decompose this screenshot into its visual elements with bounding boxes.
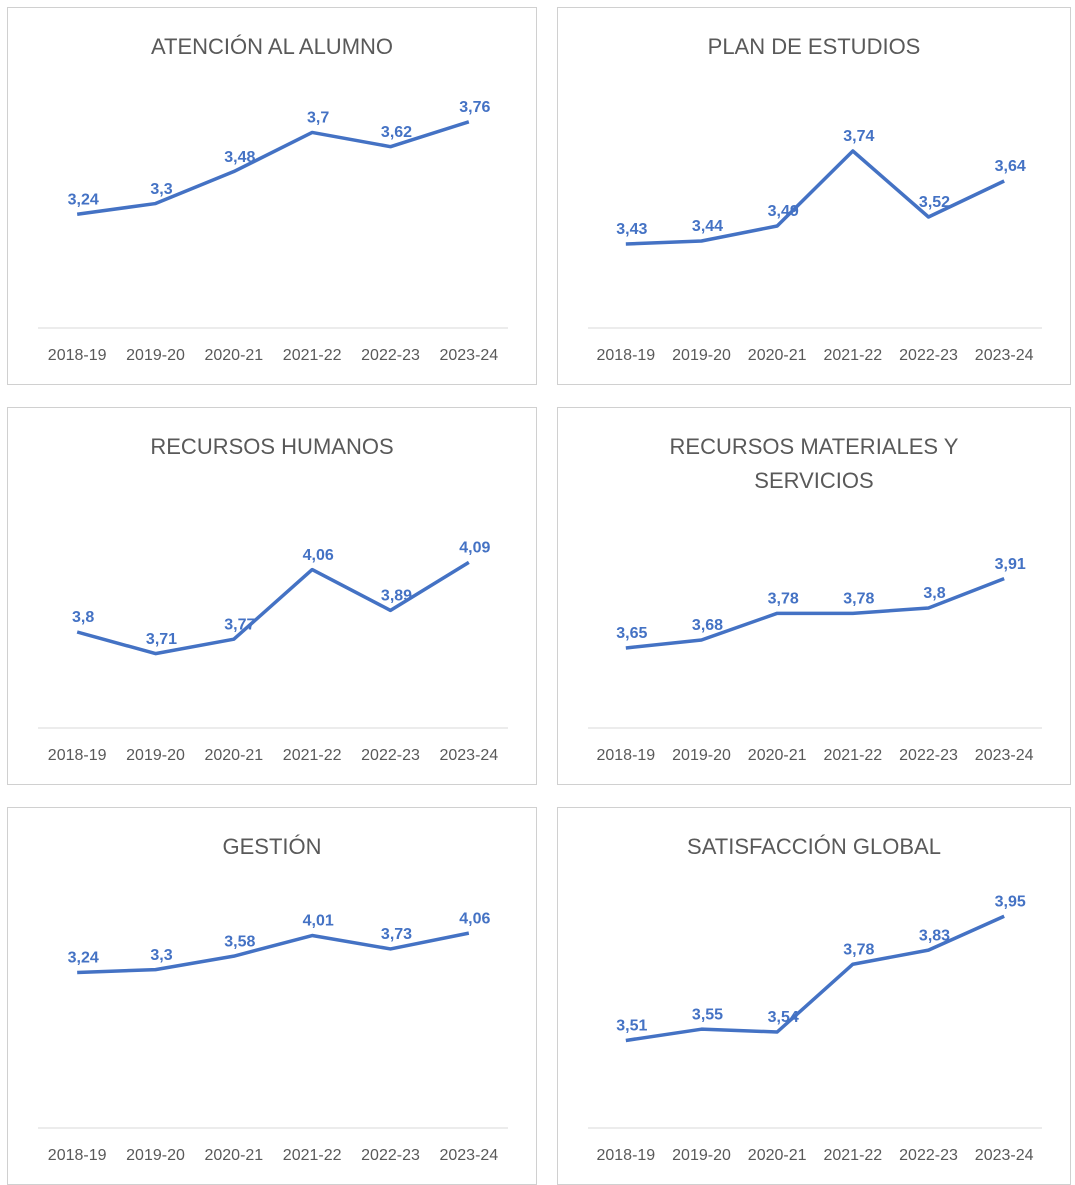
data-label: 3,8	[72, 609, 94, 626]
x-tick-label: 2018-19	[596, 347, 655, 364]
data-label: 3,68	[692, 617, 723, 634]
x-tick-label: 2018-19	[48, 1147, 107, 1164]
data-label: 3,76	[459, 99, 490, 116]
x-tick-label: 2022-23	[361, 347, 420, 364]
data-label: 4,01	[303, 913, 334, 930]
line	[76, 560, 470, 656]
data-label: 3,78	[843, 941, 874, 958]
x-tick-label: 2018-19	[596, 1147, 655, 1164]
data-label: 3,51	[616, 1018, 647, 1035]
x-tick-label: 2021-22	[283, 747, 342, 764]
x-tick-label: 2020-21	[748, 747, 807, 764]
data-label: 3,73	[381, 926, 412, 943]
data-label: 3,55	[692, 1006, 723, 1023]
data-label: 3,95	[995, 893, 1026, 910]
x-tick-label: 2020-21	[204, 347, 263, 364]
data-label: 3,8	[923, 585, 945, 602]
data-label: 3,24	[68, 191, 99, 208]
data-label: 3,49	[768, 203, 799, 220]
x-tick-label: 2021-22	[283, 347, 342, 364]
line	[625, 914, 1005, 1043]
x-tick-label: 2019-20	[672, 1147, 731, 1164]
x-tick-label: 2023-24	[439, 747, 498, 764]
data-label: 3,77	[224, 616, 255, 633]
x-tick-label: 2019-20	[126, 747, 185, 764]
x-tick-label: 2020-21	[204, 747, 263, 764]
x-tick-label: 2020-21	[204, 1147, 263, 1164]
chart: 2018-19 3,65 2019-20 3,68 2020-21 3,78 2021-22…	[588, 556, 1042, 764]
x-tick-label: 2019-20	[126, 1147, 185, 1164]
chart: 2018-19 3,24 2019-20 3,3 2020-21 3,58 2021-22 4…	[38, 910, 508, 1164]
x-tick-label: 2019-20	[126, 347, 185, 364]
x-tick-label: 2023-24	[975, 347, 1034, 364]
chart-title: RECURSOS HUMANOS	[150, 434, 394, 459]
x-tick-label: 2023-24	[439, 1147, 498, 1164]
data-label: 4,09	[459, 540, 490, 557]
chart-title: PLAN DE ESTUDIOS	[707, 34, 921, 59]
data-label: 3,43	[616, 221, 647, 238]
x-tick-label: 2023-24	[975, 1147, 1034, 1164]
chart-panel: 2018-19 3,24 2019-20 3,3 2020-21 3,48 2021-22 3…	[7, 7, 537, 385]
line	[625, 577, 1005, 650]
chart: 2018-19 3,51 2019-20 3,55 2020-21 3,54 2021-22…	[588, 893, 1042, 1164]
chart: 2018-19 3,43 2019-20 3,44 2020-21 3,49 2021-22…	[588, 128, 1042, 364]
chart-title: GESTIÓN	[222, 834, 322, 859]
data-label: 3,3	[150, 181, 172, 198]
data-label: 3,71	[146, 631, 177, 648]
data-label: 3,44	[692, 218, 723, 235]
chart-panel: 2018-19 3,65 2019-20 3,68 2020-21 3,78 2021-22…	[557, 407, 1071, 785]
data-label: 3,48	[224, 149, 255, 166]
data-label: 3,64	[995, 158, 1026, 175]
x-tick-label: 2018-19	[48, 747, 107, 764]
x-tick-label: 2020-21	[748, 1147, 807, 1164]
data-label: 3,78	[768, 591, 799, 608]
data-label: 3,78	[843, 591, 874, 608]
x-tick-label: 2019-20	[672, 347, 731, 364]
x-tick-label: 2018-19	[48, 347, 107, 364]
x-tick-label: 2019-20	[672, 747, 731, 764]
data-label: 3,91	[995, 556, 1026, 573]
x-tick-label: 2021-22	[823, 1147, 882, 1164]
data-label: 3,62	[381, 124, 412, 141]
x-tick-label: 2021-22	[823, 747, 882, 764]
x-tick-label: 2022-23	[361, 747, 420, 764]
x-tick-label: 2022-23	[899, 747, 958, 764]
x-tick-label: 2023-24	[439, 347, 498, 364]
data-label: 3,52	[919, 194, 950, 211]
x-tick-label: 2022-23	[899, 1147, 958, 1164]
data-label: 3,83	[919, 927, 950, 944]
x-tick-label: 2021-22	[283, 1147, 342, 1164]
x-tick-label: 2023-24	[975, 747, 1034, 764]
data-label: 3,7	[307, 110, 329, 127]
data-label: 3,3	[150, 947, 172, 964]
chart-panel: 2018-19 3,8 2019-20 3,71 2020-21 3,77 2021-22 4…	[7, 407, 537, 785]
data-label: 4,06	[303, 547, 334, 564]
chart: 2018-19 3,24 2019-20 3,3 2020-21 3,48 2021-22 3…	[38, 99, 508, 364]
x-tick-label: 2020-21	[748, 347, 807, 364]
data-label: 3,74	[843, 128, 874, 145]
chart-panel: 2018-19 3,51 2019-20 3,55 2020-21 3,54 2021-22…	[557, 807, 1071, 1185]
line	[76, 120, 470, 216]
data-label: 3,89	[381, 588, 412, 605]
chart: 2018-19 3,8 2019-20 3,71 2020-21 3,77 2021-22 4…	[38, 540, 508, 764]
chart-title: SATISFACCIÓN GLOBAL	[687, 834, 941, 859]
chart-panel: 2018-19 3,24 2019-20 3,3 2020-21 3,58 2021-22 4…	[7, 807, 537, 1185]
data-label: 3,24	[68, 950, 99, 967]
x-tick-label: 2018-19	[596, 747, 655, 764]
data-label: 4,06	[459, 910, 490, 927]
chart-panel: 2018-19 3,43 2019-20 3,44 2020-21 3,49 2021-22…	[557, 7, 1071, 385]
x-tick-label: 2022-23	[899, 347, 958, 364]
line	[625, 149, 1005, 246]
chart-title: RECURSOS MATERIALES Y SERVICIOS	[669, 434, 959, 493]
data-label: 3,54	[768, 1009, 799, 1026]
x-tick-label: 2021-22	[823, 347, 882, 364]
data-label: 3,58	[224, 933, 255, 950]
line	[77, 931, 470, 975]
chart-title: ATENCIÓN AL ALUMNO	[150, 34, 394, 59]
data-label: 3,65	[616, 625, 647, 642]
x-tick-label: 2022-23	[361, 1147, 420, 1164]
